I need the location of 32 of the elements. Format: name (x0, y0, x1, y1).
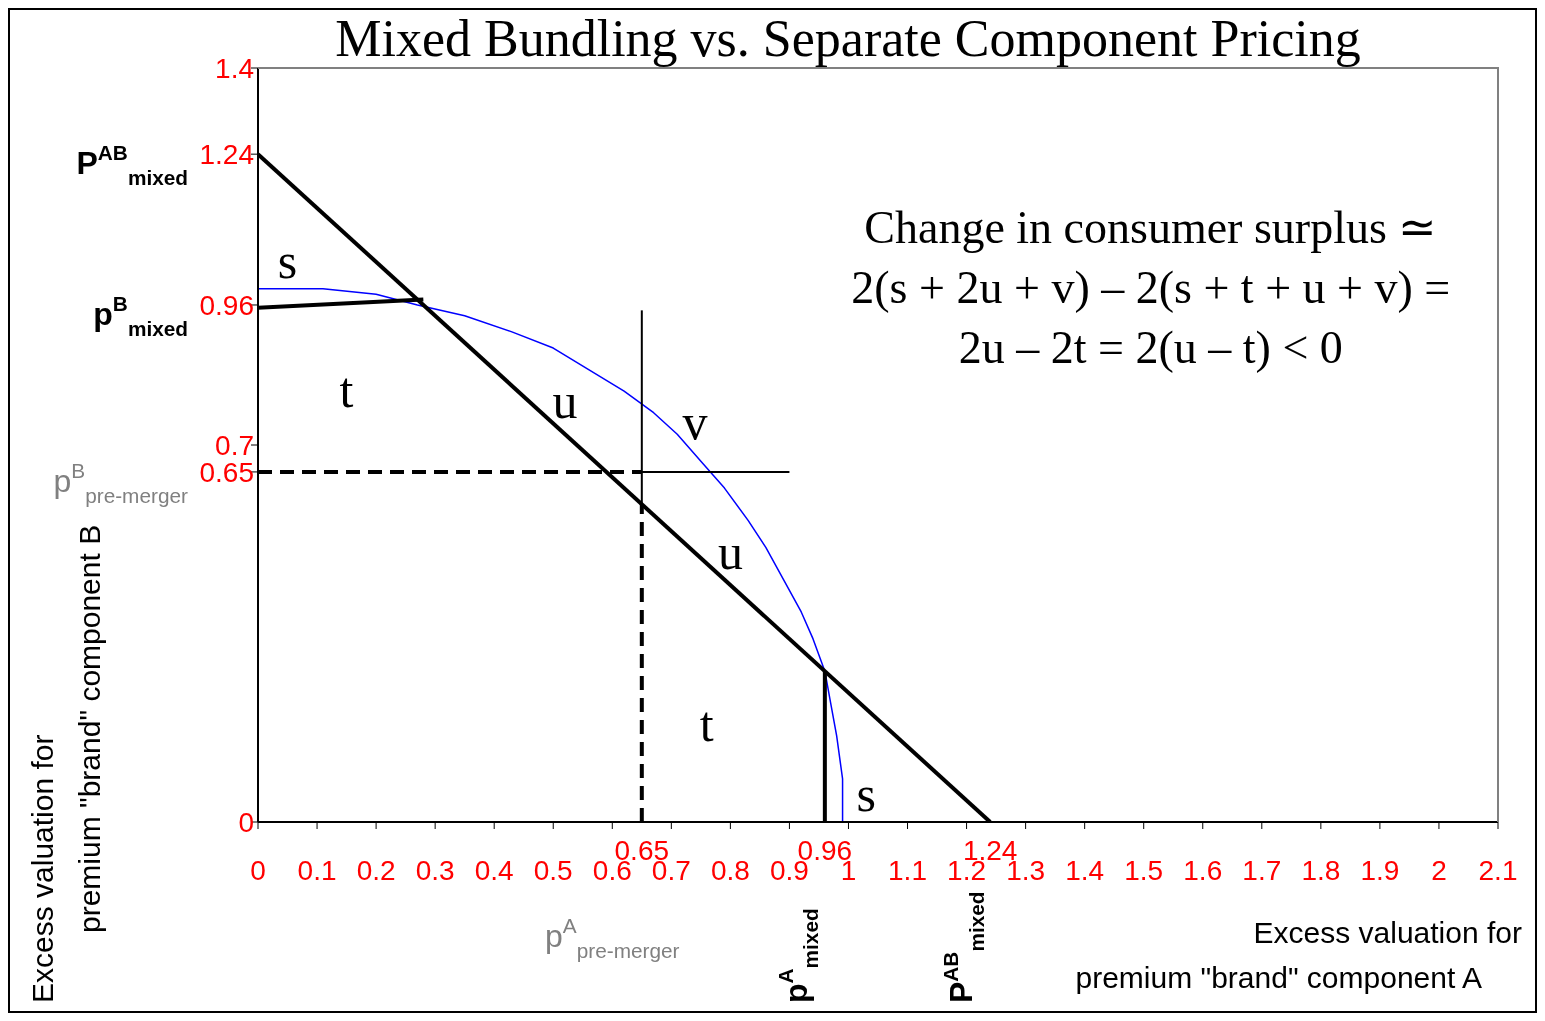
x-tick-label: 1.6 (1183, 855, 1223, 886)
x-tick-label: 0.8 (710, 855, 750, 886)
y-tick-label: 0 (238, 807, 254, 838)
annotation: u (717, 523, 743, 580)
annotation: t (339, 362, 354, 419)
x-axis-title: Excess valuation for premium "brand" component A (1075, 916, 1522, 994)
x-tick-label: 1.1 (888, 855, 927, 886)
annotation: s (277, 232, 298, 289)
x-tick-label: 0.1 (297, 855, 337, 886)
x-tick-label: 1.8 (1301, 855, 1341, 886)
annotation: v (682, 394, 708, 451)
chart-title: Mixed Bundling vs. Separate Component Pricing (335, 10, 1361, 67)
y-tick-label: 0.96 (199, 289, 254, 321)
annotation: Change in consumer surplus ≃ (864, 202, 1438, 253)
annotation: 2u – 2t = 2(u – t) < 0 (958, 322, 1343, 373)
x-tick-label: 2 (1431, 855, 1447, 886)
x-tick-label: 0.5 (533, 855, 573, 886)
annotation: u (552, 372, 578, 429)
x-tick-label: 1.4 (1065, 855, 1105, 886)
x-tick-label: 2.1 (1478, 855, 1518, 886)
x-tick-label: 1.7 (1242, 855, 1282, 886)
x-tick-label: 1.9 (1360, 855, 1400, 886)
y-axis-title: Excess valuation for premium "brand" component B (26, 524, 106, 1003)
x-tick-label: 0.3 (415, 855, 455, 886)
annotation: t (699, 696, 714, 753)
annotation: 2(s + 2u + v) – 2(s + t + u + v) = (851, 262, 1451, 313)
annotation: s (856, 766, 876, 823)
x-tick-label: 0.4 (474, 855, 514, 886)
y-tick-label: 1.4 (215, 53, 254, 84)
y-tick-label: 1.24 (199, 139, 254, 171)
x-tick-label: 1.5 (1124, 855, 1164, 886)
x-tick-label: 0.2 (356, 855, 396, 886)
